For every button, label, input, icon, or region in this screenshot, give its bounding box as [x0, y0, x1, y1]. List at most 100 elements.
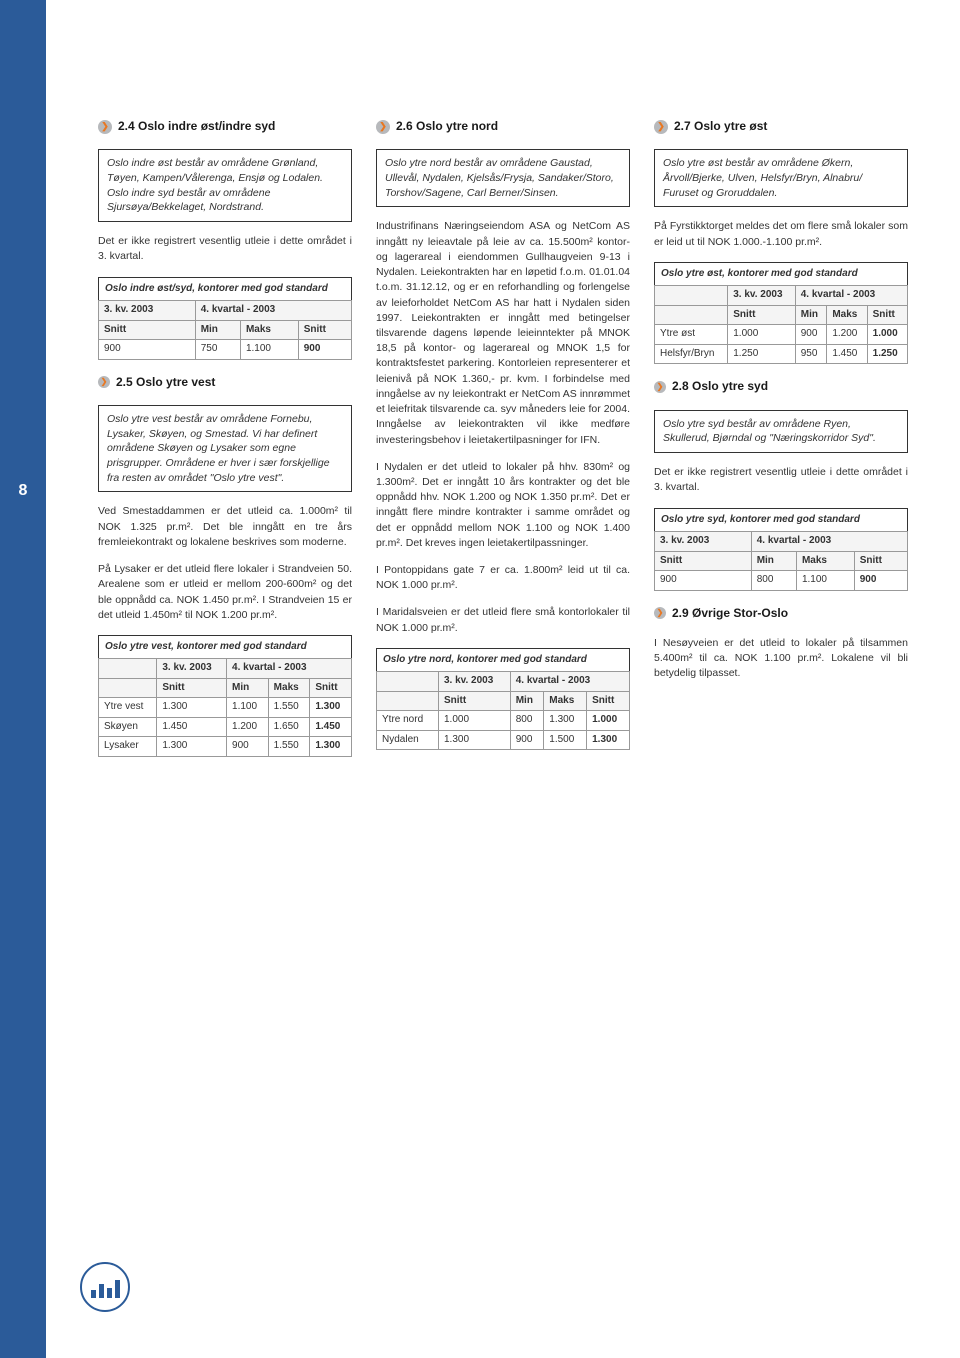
td: 1.550: [268, 737, 310, 757]
td: 900: [795, 325, 827, 345]
heading-2-8: ❯ 2.8 Oslo ytre syd: [654, 378, 908, 395]
para: I Pontoppidans gate 7 er ca. 1.800m² lei…: [376, 563, 630, 593]
th: Min: [195, 320, 240, 340]
th: 3. kv. 2003: [728, 286, 796, 306]
heading-2-6: ❯ 2.6 Oslo ytre nord: [376, 118, 630, 135]
para: Ved Smestaddammen er det utleid ca. 1.00…: [98, 504, 352, 550]
heading-text: 2.6 Oslo ytre nord: [396, 118, 498, 135]
th: 4. kvartal - 2003: [510, 672, 629, 692]
bullet-icon: ❯: [376, 120, 390, 134]
td: Skøyen: [99, 717, 157, 737]
table-caption: Oslo ytre vest, kontorer med god standar…: [98, 635, 352, 659]
th: [377, 672, 439, 692]
th: 4. kvartal - 2003: [795, 286, 907, 306]
th: [655, 305, 728, 325]
th: 4. kvartal - 2003: [227, 659, 352, 679]
para: Det er ikke registrert vesentlig utleie …: [98, 234, 352, 264]
td: 1.250: [728, 344, 796, 364]
para: På Fyrstikktorget meldes det om flere sm…: [654, 219, 908, 249]
th: Min: [795, 305, 827, 325]
bullet-icon: ❯: [98, 120, 112, 134]
intro-2-8: Oslo ytre syd består av områdene Ryen, S…: [654, 410, 908, 453]
table-2-5: Oslo ytre vest, kontorer med god standar…: [98, 635, 352, 757]
th: 3. kv. 2003: [439, 672, 511, 692]
bullet-icon: ❯: [654, 120, 668, 134]
table-caption: Oslo ytre nord, kontorer med god standar…: [376, 648, 630, 672]
th: Snitt: [867, 305, 907, 325]
th: Min: [751, 551, 796, 571]
para: Det er ikke registrert vesentlig utleie …: [654, 465, 908, 495]
td: 750: [195, 340, 240, 360]
td: 1.300: [310, 737, 352, 757]
td: 1.200: [827, 325, 867, 345]
th: [655, 286, 728, 306]
td: 900: [854, 571, 907, 591]
heading-2-4: ❯ 2.4 Oslo indre øst/indre syd: [98, 118, 352, 135]
sidebar: [0, 0, 46, 1358]
para: I Nydalen er det utleid to lokaler på hh…: [376, 460, 630, 551]
intro-2-6: Oslo ytre nord består av områdene Gausta…: [376, 149, 630, 207]
td: 1.200: [227, 717, 269, 737]
td: 1.000: [867, 325, 907, 345]
table-2-7: Oslo ytre øst, kontorer med god standard…: [654, 262, 908, 365]
th: [99, 678, 157, 698]
table-caption: Oslo ytre syd, kontorer med god standard: [654, 508, 908, 532]
th: Snitt: [157, 678, 227, 698]
heading-text: 2.5 Oslo ytre vest: [116, 374, 215, 391]
heading-2-5: ❯ 2.5 Oslo ytre vest: [98, 374, 352, 391]
table-2-4: Oslo indre øst/syd, kontorer med god sta…: [98, 277, 352, 360]
td: 1.100: [240, 340, 298, 360]
td: 1.300: [544, 711, 587, 731]
td: 800: [510, 711, 544, 731]
para: I Maridalsveien er det utleid flere små …: [376, 605, 630, 635]
heading-text: 2.7 Oslo ytre øst: [674, 118, 767, 135]
th: [377, 691, 439, 711]
th: Snitt: [298, 320, 351, 340]
td: 1.100: [227, 698, 269, 718]
th: 3. kv. 2003: [655, 532, 752, 552]
td: 900: [99, 340, 196, 360]
td: 900: [227, 737, 269, 757]
th: Maks: [544, 691, 587, 711]
td: 950: [795, 344, 827, 364]
th: Snitt: [655, 551, 752, 571]
bullet-icon: ❯: [654, 381, 666, 393]
td: 1.450: [310, 717, 352, 737]
td: 1.000: [439, 711, 511, 731]
table-2-6: Oslo ytre nord, kontorer med god standar…: [376, 648, 630, 751]
th: Snitt: [854, 551, 907, 571]
td: 900: [298, 340, 351, 360]
td: 1.300: [157, 698, 227, 718]
th: Maks: [827, 305, 867, 325]
th: Snitt: [99, 320, 196, 340]
heading-text: 2.4 Oslo indre øst/indre syd: [118, 118, 275, 135]
th: [99, 659, 157, 679]
td: Ytre øst: [655, 325, 728, 345]
td: Nydalen: [377, 730, 439, 750]
td: 1.450: [157, 717, 227, 737]
td: Ytre nord: [377, 711, 439, 731]
th: Maks: [240, 320, 298, 340]
bullet-icon: ❯: [654, 607, 666, 619]
heading-text: 2.9 Øvrige Stor-Oslo: [672, 605, 788, 622]
th: Min: [227, 678, 269, 698]
td: 1.300: [157, 737, 227, 757]
td: Lysaker: [99, 737, 157, 757]
column-1: ❯ 2.4 Oslo indre øst/indre syd Oslo indr…: [98, 114, 352, 771]
heading-2-7: ❯ 2.7 Oslo ytre øst: [654, 118, 908, 135]
td: 1.300: [587, 730, 630, 750]
intro-2-5: Oslo ytre vest består av områdene Forneb…: [98, 405, 352, 492]
td: 1.450: [827, 344, 867, 364]
heading-text: 2.8 Oslo ytre syd: [672, 378, 768, 395]
column-2: ❯ 2.6 Oslo ytre nord Oslo ytre nord best…: [376, 114, 630, 771]
td: Ytre vest: [99, 698, 157, 718]
th: Maks: [796, 551, 854, 571]
td: 900: [510, 730, 544, 750]
table-caption: Oslo ytre øst, kontorer med god standard: [654, 262, 908, 286]
para: I Nesøyveien er det utleid to lokaler på…: [654, 636, 908, 682]
th: Maks: [268, 678, 310, 698]
heading-2-9: ❯ 2.9 Øvrige Stor-Oslo: [654, 605, 908, 622]
td: 1.100: [796, 571, 854, 591]
td: Helsfyr/Bryn: [655, 344, 728, 364]
chart-icon: [80, 1262, 130, 1312]
